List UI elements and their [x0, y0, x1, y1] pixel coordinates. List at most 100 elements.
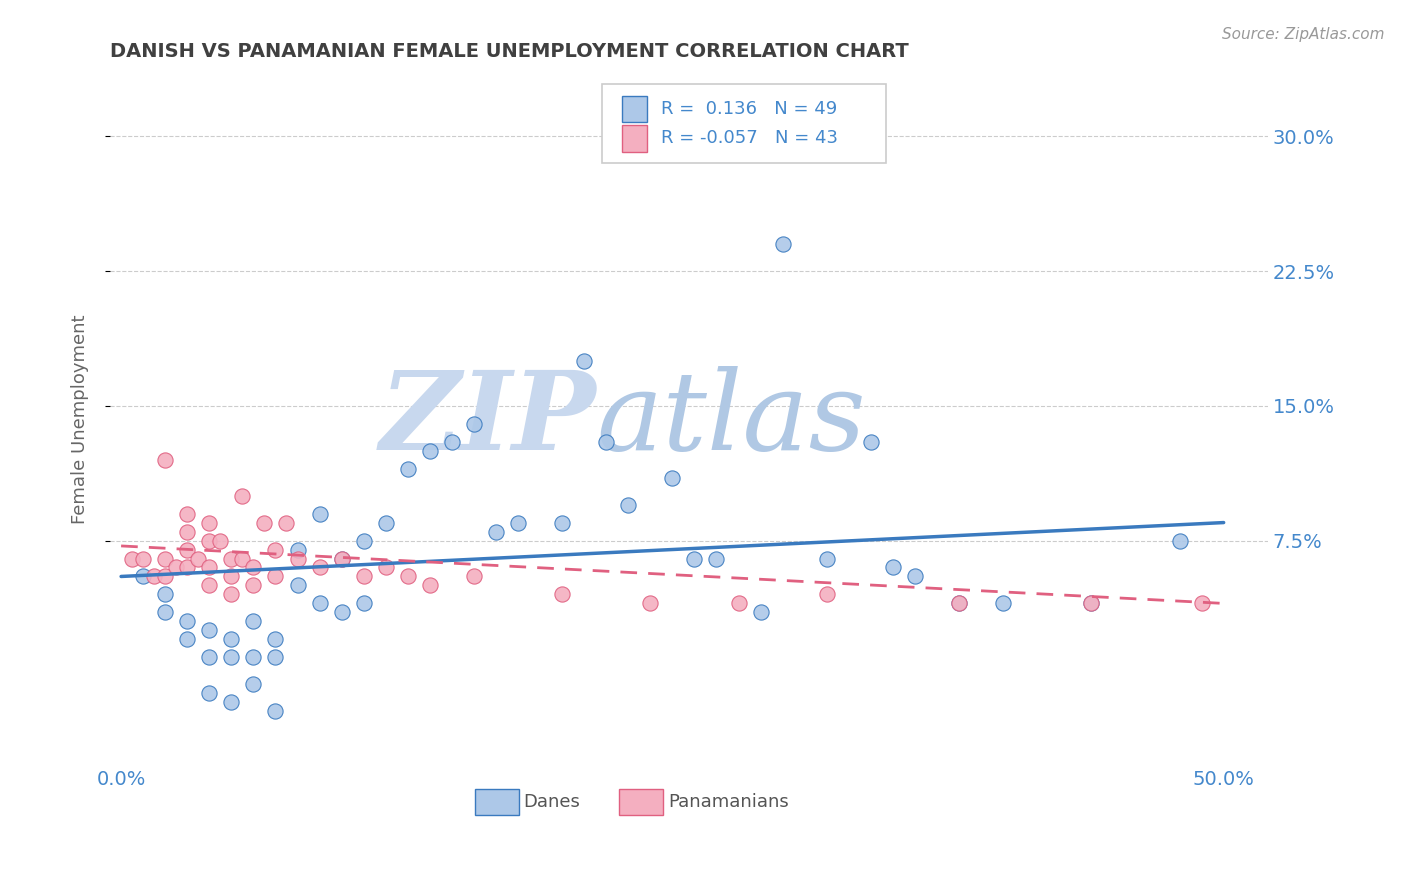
Point	[176, 632, 198, 647]
Point	[948, 596, 970, 610]
Point	[153, 452, 176, 467]
Point	[221, 650, 243, 665]
Point	[1080, 596, 1102, 610]
Point	[198, 533, 221, 548]
Point	[176, 560, 198, 574]
Point	[132, 551, 155, 566]
Point	[209, 533, 232, 548]
Point	[165, 560, 187, 574]
Text: Panamanians: Panamanians	[668, 793, 789, 811]
Point	[231, 551, 253, 566]
Point	[221, 551, 243, 566]
Point	[176, 524, 198, 539]
Point	[153, 587, 176, 601]
Point	[287, 551, 309, 566]
Point	[176, 542, 198, 557]
Point	[198, 560, 221, 574]
Point	[121, 551, 143, 566]
Point	[463, 569, 485, 583]
Point	[221, 569, 243, 583]
Point	[727, 596, 749, 610]
Point	[153, 569, 176, 583]
Point	[419, 578, 441, 592]
Point	[242, 650, 264, 665]
Text: DANISH VS PANAMANIAN FEMALE UNEMPLOYMENT CORRELATION CHART: DANISH VS PANAMANIAN FEMALE UNEMPLOYMENT…	[110, 42, 908, 61]
Point	[221, 587, 243, 601]
Point	[276, 516, 298, 530]
Point	[221, 632, 243, 647]
Point	[308, 560, 330, 574]
Point	[253, 516, 276, 530]
Point	[661, 470, 683, 484]
Point	[1080, 596, 1102, 610]
Point	[948, 596, 970, 610]
Point	[198, 624, 221, 638]
Text: R = -0.057   N = 43: R = -0.057 N = 43	[661, 129, 838, 147]
Point	[991, 596, 1014, 610]
Point	[396, 461, 419, 475]
Point	[308, 596, 330, 610]
Point	[374, 560, 396, 574]
Point	[231, 489, 253, 503]
Point	[353, 569, 375, 583]
Point	[617, 498, 640, 512]
Point	[772, 237, 794, 252]
Point	[506, 516, 529, 530]
Point	[242, 578, 264, 592]
Point	[287, 578, 309, 592]
Point	[859, 434, 882, 449]
FancyBboxPatch shape	[602, 84, 886, 163]
Point	[198, 516, 221, 530]
Point	[706, 551, 728, 566]
Point	[198, 578, 221, 592]
Point	[176, 615, 198, 629]
Point	[308, 507, 330, 521]
Point	[264, 650, 287, 665]
Point	[153, 606, 176, 620]
Point	[572, 354, 595, 368]
Point	[132, 569, 155, 583]
Point	[595, 434, 617, 449]
Text: atlas: atlas	[596, 366, 866, 473]
Point	[440, 434, 463, 449]
Point	[815, 551, 838, 566]
Point	[264, 542, 287, 557]
Point	[242, 677, 264, 691]
Point	[330, 551, 353, 566]
Point	[551, 587, 574, 601]
Point	[374, 516, 396, 530]
Point	[463, 417, 485, 431]
Point	[815, 587, 838, 601]
Point	[242, 615, 264, 629]
Bar	[621, 95, 647, 122]
Point	[551, 516, 574, 530]
Point	[882, 560, 904, 574]
Point	[221, 695, 243, 709]
Point	[330, 551, 353, 566]
Bar	[475, 789, 519, 815]
Text: ZIP: ZIP	[380, 366, 596, 473]
Point	[419, 443, 441, 458]
Point	[264, 704, 287, 718]
Point	[176, 507, 198, 521]
Point	[640, 596, 662, 610]
Point	[264, 632, 287, 647]
Point	[485, 524, 508, 539]
Point	[187, 551, 209, 566]
Point	[396, 569, 419, 583]
Y-axis label: Female Unemployment: Female Unemployment	[72, 315, 89, 524]
Point	[198, 650, 221, 665]
Bar	[621, 125, 647, 152]
Point	[1191, 596, 1213, 610]
Point	[153, 551, 176, 566]
Point	[143, 569, 166, 583]
Point	[1168, 533, 1191, 548]
Bar	[620, 789, 664, 815]
Point	[330, 606, 353, 620]
Point	[353, 596, 375, 610]
Point	[287, 542, 309, 557]
Text: R =  0.136   N = 49: R = 0.136 N = 49	[661, 100, 838, 118]
Point	[683, 551, 706, 566]
Point	[353, 533, 375, 548]
Point	[242, 560, 264, 574]
